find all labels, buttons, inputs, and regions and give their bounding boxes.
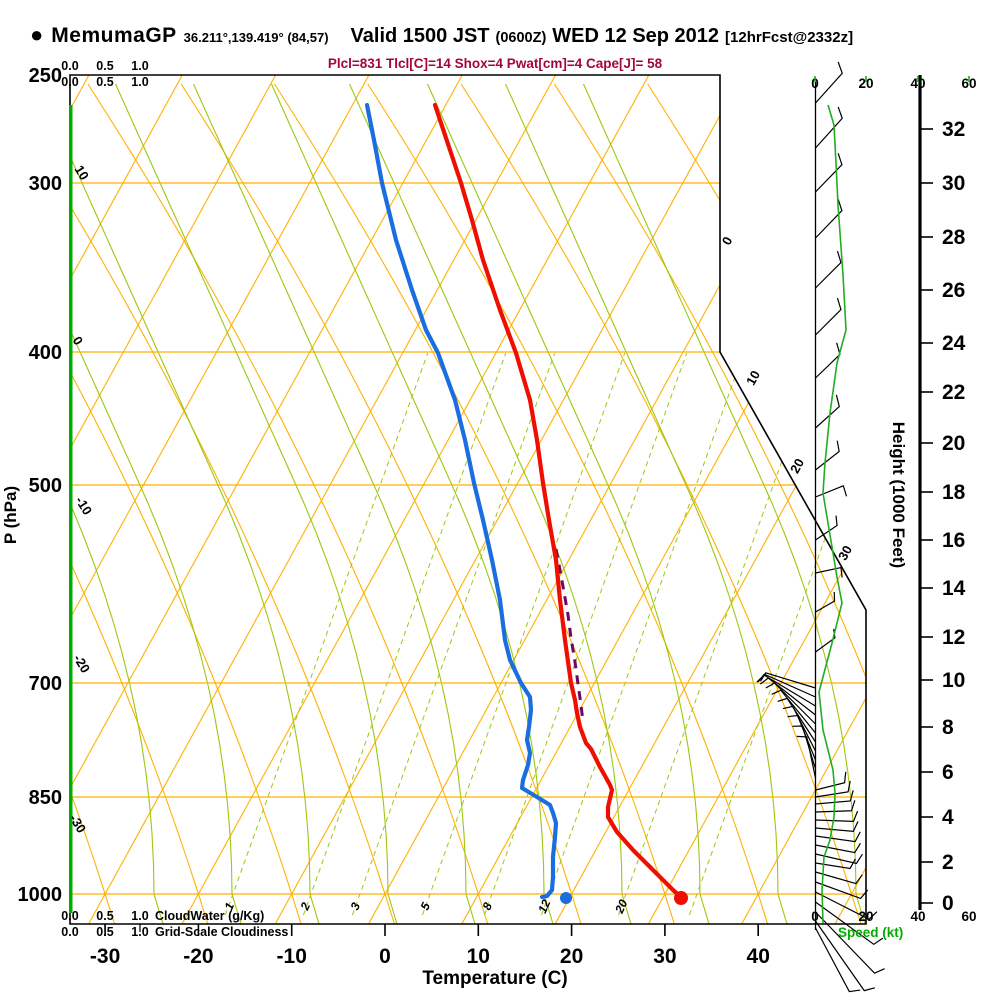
svg-text:1.0: 1.0 <box>131 59 148 73</box>
svg-text:10: 10 <box>942 669 965 692</box>
svg-text:12: 12 <box>535 897 553 915</box>
svg-text:0.0: 0.0 <box>61 909 78 923</box>
svg-text:0.5: 0.5 <box>96 59 113 73</box>
pressure-axis-label: P (hPa) <box>1 486 20 544</box>
svg-text:0.0: 0.0 <box>61 925 78 939</box>
svg-text:28: 28 <box>942 226 966 249</box>
temperature-ticks: -30 -20 -10 0 10 20 30 40 <box>90 924 770 968</box>
parcel-curve <box>554 548 585 723</box>
temperature-curve <box>432 102 684 900</box>
svg-text:20: 20 <box>858 76 873 91</box>
cloudwater-scale: 0.0 0.0 0.5 0.5 1.0 1.0 CloudWater (g/Kg) <box>61 59 264 923</box>
svg-text:20: 20 <box>858 909 873 924</box>
svg-text:4: 4 <box>942 806 954 829</box>
svg-text:8: 8 <box>942 716 954 739</box>
wind-barbs <box>756 61 885 993</box>
isotherm-labels: 0 10 20 30 <box>719 234 855 563</box>
dewpoint-curve <box>364 102 559 900</box>
cloudwater-label: CloudWater (g/Kg) <box>155 909 264 923</box>
temperature-axis-label: Temperature (C) <box>422 968 567 989</box>
moist-adiabat-lines <box>70 83 866 924</box>
svg-text:60: 60 <box>961 76 976 91</box>
wind-speed-profile <box>818 104 847 924</box>
svg-text:0: 0 <box>942 892 954 915</box>
svg-text:26: 26 <box>942 279 965 302</box>
svg-text:40: 40 <box>747 945 770 968</box>
cloudiness-label: Grid-Scale Cloudiness <box>155 925 288 939</box>
cloudiness-scale: 0.0 0.0 0.5 0.5 1.0 1.0 Grid-Scale Cloudiness <box>61 75 288 939</box>
svg-text:-10: -10 <box>72 494 95 518</box>
svg-text:250: 250 <box>29 65 62 87</box>
background-lines <box>70 75 866 924</box>
svg-text:0: 0 <box>379 945 391 968</box>
svg-text:-20: -20 <box>70 652 93 676</box>
svg-text:40: 40 <box>910 909 925 924</box>
svg-text:300: 300 <box>29 173 62 195</box>
plot-border <box>69 74 867 925</box>
svg-text:14: 14 <box>942 577 966 600</box>
svg-text:0.5: 0.5 <box>96 909 113 923</box>
isotherm-lines <box>70 75 866 924</box>
svg-text:0: 0 <box>811 76 819 91</box>
station-coords: 36.211°,139.419° (84,57) <box>183 30 329 45</box>
svg-text:10: 10 <box>743 368 763 388</box>
svg-text:22: 22 <box>942 381 965 404</box>
svg-text:24: 24 <box>942 332 966 355</box>
svg-text:3: 3 <box>348 900 364 912</box>
svg-text:0: 0 <box>811 909 819 924</box>
svg-text:-20: -20 <box>183 945 213 968</box>
svg-text:12: 12 <box>942 626 965 649</box>
svg-text:0.0: 0.0 <box>61 75 78 89</box>
svg-text:1.0: 1.0 <box>131 909 148 923</box>
svg-text:30: 30 <box>942 172 965 195</box>
svg-text:20: 20 <box>612 897 631 916</box>
svg-text:2: 2 <box>942 851 954 874</box>
chart-title: ● MemumaGP 36.211°,139.419° (84,57) Vali… <box>30 22 990 48</box>
surface-dewpoint-dot <box>560 892 572 904</box>
svg-text:400: 400 <box>29 342 62 364</box>
svg-text:5: 5 <box>418 900 434 912</box>
valid-time-z: (0600Z) <box>495 30 547 46</box>
svg-text:500: 500 <box>29 475 62 497</box>
svg-text:6: 6 <box>942 761 954 784</box>
svg-text:10: 10 <box>72 163 92 183</box>
stability-indices-text: Plcl=831 Tlcl[C]=14 Shox=4 Pwat[cm]=4 Ca… <box>327 56 663 71</box>
svg-text:1000: 1000 <box>18 884 63 906</box>
svg-text:8: 8 <box>480 900 496 912</box>
svg-text:700: 700 <box>29 673 62 695</box>
svg-text:10: 10 <box>467 945 490 968</box>
svg-text:20: 20 <box>787 456 807 476</box>
station-name: MemumaGP <box>51 24 177 47</box>
valid-time: Valid 1500 JST <box>350 25 490 47</box>
pressure-tick-labels: 250 300 400 500 700 850 1000 <box>18 65 63 906</box>
svg-text:30: 30 <box>653 945 676 968</box>
mixing-ratio-lines <box>224 352 866 916</box>
svg-text:0: 0 <box>719 234 736 248</box>
svg-text:16: 16 <box>942 529 965 552</box>
svg-text:40: 40 <box>910 76 925 91</box>
bullet-icon: ● <box>30 22 44 47</box>
surface-temperature-dot <box>674 891 688 905</box>
svg-text:20: 20 <box>942 432 965 455</box>
forecast-tag: [12hrFcst@2332z] <box>725 29 854 46</box>
svg-text:20: 20 <box>560 945 583 968</box>
svg-text:850: 850 <box>29 787 62 809</box>
svg-text:60: 60 <box>961 909 976 924</box>
svg-text:18: 18 <box>942 481 966 504</box>
svg-text:-30: -30 <box>90 945 120 968</box>
svg-text:0.0: 0.0 <box>61 59 78 73</box>
stability-indices: Plcl=831 Tlcl[C]=14 Shox=4 Pwat[cm]=4 Ca… <box>0 55 1000 73</box>
svg-text:30: 30 <box>835 543 855 563</box>
svg-text:1.0: 1.0 <box>131 75 148 89</box>
valid-date: WED 12 Sep 2012 <box>552 25 720 47</box>
speed-axis-label: Speed (kt) <box>838 925 903 940</box>
svg-text:-10: -10 <box>277 945 307 968</box>
svg-text:32: 32 <box>942 118 965 141</box>
svg-text:0.5: 0.5 <box>96 75 113 89</box>
height-axis-label: Height (1000 Feet) <box>889 422 908 568</box>
